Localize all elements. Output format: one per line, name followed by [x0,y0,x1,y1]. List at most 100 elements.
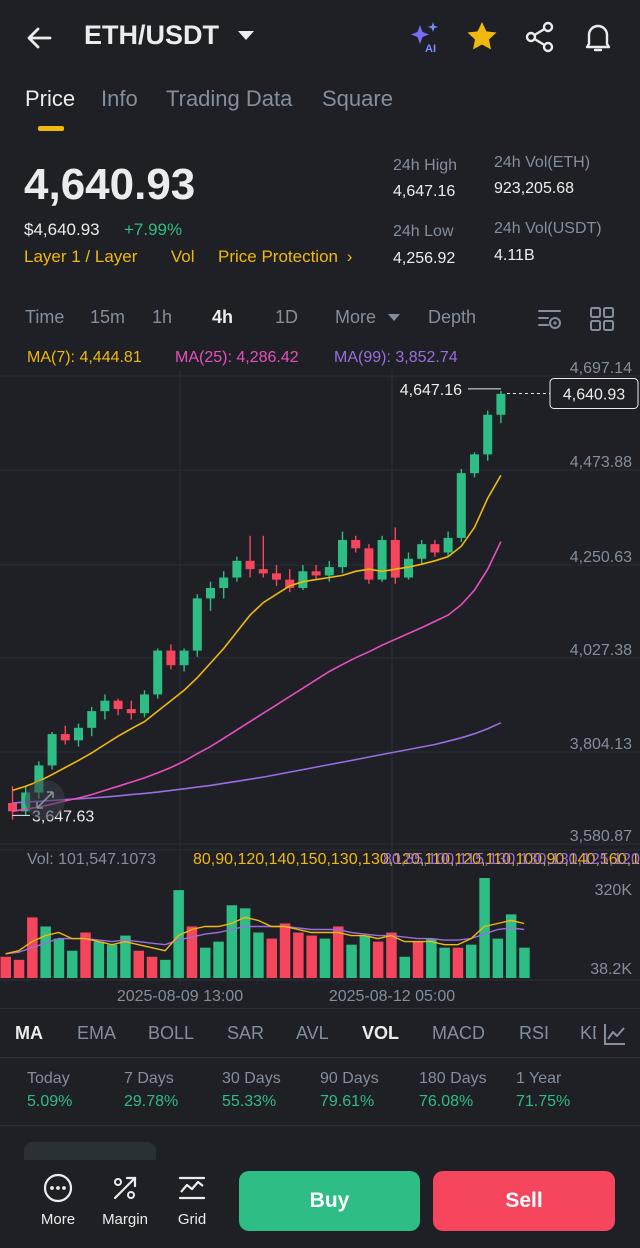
volume-bar [40,926,51,978]
indicator-rsi[interactable]: RSI [519,1023,550,1043]
buy-button[interactable]: Buy [239,1171,420,1231]
volume-bar [106,944,118,978]
pair-title[interactable]: ETH/USDT [84,20,219,50]
low-label: 24h Low [393,223,454,240]
tab-info[interactable]: Info [101,86,138,111]
volume-bar [359,935,371,978]
chevron-right-icon[interactable]: › [346,247,353,266]
indicator-sar[interactable]: SAR [227,1023,265,1043]
candle-body [390,539,400,578]
sell-button[interactable]: Sell [433,1171,615,1231]
volume-bar [466,944,477,978]
bell-icon[interactable] [580,19,616,55]
candle-body [443,537,453,553]
volume-bar [173,890,184,978]
tab-price[interactable]: Price [25,86,76,111]
perf-value: 29.78% [124,1093,179,1110]
candle-body [417,544,427,559]
interval-1d[interactable]: 1D [275,307,299,327]
layout-grid-icon[interactable] [588,305,616,333]
indicator-boll[interactable]: BOLL [148,1023,195,1043]
volume-bar [226,905,238,978]
perf-value: 79.61% [320,1093,375,1110]
share-icon[interactable] [522,19,558,55]
high-value: 4,647.16 [393,183,456,200]
last-price-tag [549,377,639,409]
candle-body [219,577,229,588]
candle-body [272,573,281,580]
tab-square[interactable]: Square [322,86,393,111]
interval-depth[interactable]: Depth [428,307,477,327]
active-tab-indicator [38,126,64,131]
vol-eth-label: 24h Vol(ETH) [494,154,591,171]
volume-bar [372,941,384,978]
volume-ma5-line [5,916,525,955]
volume-bar [399,956,410,978]
volume-bar [306,935,317,978]
perf-1-year: 1 Year 71.75% [516,1070,570,1111]
indicator-ema[interactable]: EMA [77,1023,117,1043]
candle-body [404,558,413,578]
margin-label: Margin [102,1211,148,1228]
candle-body [232,560,242,578]
margin-action[interactable]: Margin [90,1172,160,1228]
tag-layer[interactable]: Layer 1 / Layer [24,247,138,266]
more-action[interactable]: More [23,1172,93,1228]
interval-4h[interactable]: 4h [212,307,234,327]
candle-body [311,571,321,576]
perf-label: 7 Days [124,1070,174,1087]
margin-icon [113,1176,137,1200]
x-axis-label: 2025-08-09 13:00 [117,988,243,1005]
ma99-legend: MA(99): 3,852.74 [334,349,458,366]
volume-bar [0,956,11,978]
star-icon[interactable] [464,19,500,55]
candle-body [60,734,70,741]
volume-bar [439,947,450,978]
tag-vol[interactable]: Vol [170,247,195,266]
interval-more[interactable]: More [335,307,377,327]
grid-action[interactable]: Grid [157,1172,227,1228]
candle-body [166,650,176,666]
ai-sparkle-icon[interactable]: AI [408,19,444,55]
indicator-avl[interactable]: AVL [296,1023,329,1043]
last-price-tag-label: 4,640.93 [563,386,625,403]
candle-body [100,700,110,712]
volume-bar [53,938,65,978]
indicator-chart-icon[interactable] [602,1021,628,1047]
candle-body [8,802,17,812]
indicator-ma[interactable]: MA [15,1023,43,1043]
volume-bar [452,947,464,978]
perf-7-days: 7 Days 29.78% [124,1070,178,1111]
tag-row: Layer 1 / Layer Vol Price Protection › [24,247,352,267]
y-axis-label: 4,027.38 [570,642,632,659]
interval-15m[interactable]: 15m [90,307,126,327]
chevron-down-icon[interactable] [388,314,400,321]
chart-settings-icon[interactable] [536,305,564,333]
vol-usdt-value: 4.11B [494,247,535,264]
chevron-down-icon[interactable] [238,31,254,40]
tag-price-protection[interactable]: Price Protection [217,247,338,266]
interval-1h[interactable]: 1h [152,307,173,327]
volume-ma10-line [5,925,525,955]
candle-body [192,598,202,651]
interval-time[interactable]: Time [25,307,65,327]
back-arrow-icon[interactable] [22,20,58,56]
candlestick-chart[interactable]: 4,697.14 4,473.88 4,250.63 4,027.38 3,804.13… [0,340,640,1010]
candle-body [126,709,136,714]
perf-label: 30 Days [222,1070,281,1087]
tab-trading-data[interactable]: Trading Data [166,86,293,111]
perf-label: 180 Days [419,1070,487,1087]
indicator-vol[interactable]: VOL [362,1023,400,1043]
candle-body [285,579,295,588]
price-change: +7.99% [124,220,183,239]
candle-body [351,539,361,549]
volume-bar [213,941,224,978]
indicator-macd[interactable]: MACD [432,1023,485,1043]
volume-bar [519,947,530,978]
indicator-kd[interactable]: KD [580,1023,600,1043]
top-bar: ETH/USDT AI [0,0,640,76]
ai-badge: AI [425,43,436,55]
candle-body [245,560,255,570]
candle-body [34,765,44,793]
volume-bar [319,938,331,978]
